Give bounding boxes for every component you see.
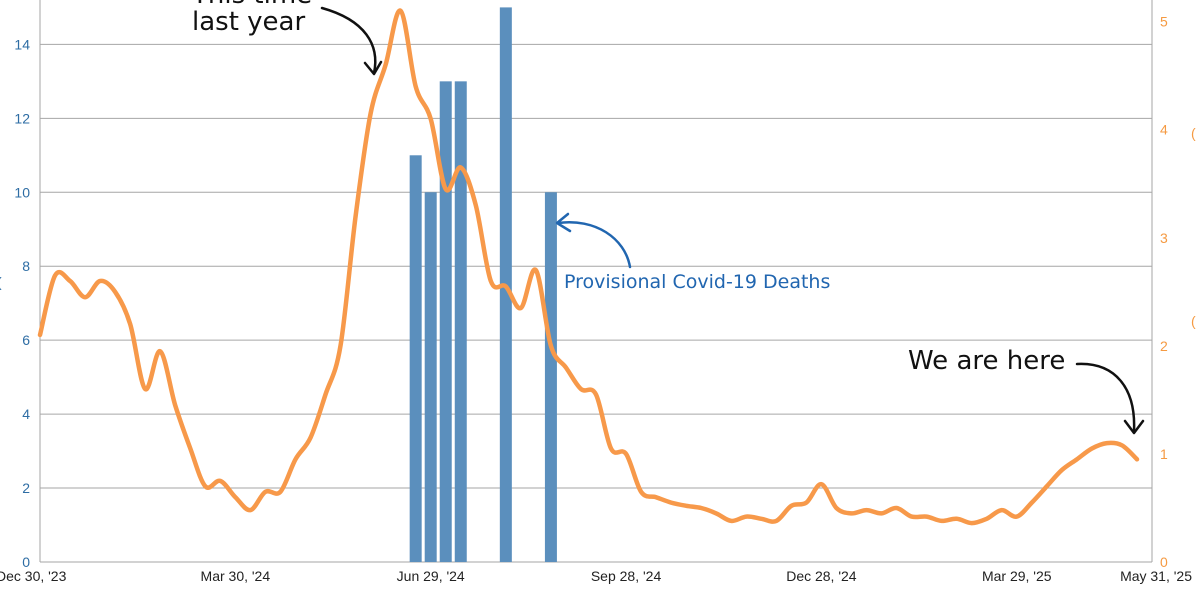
x-tick-label: Sep 28, '24 xyxy=(591,568,662,584)
x-tick-label: May 31, '25 xyxy=(1120,568,1192,584)
bar xyxy=(409,155,422,562)
x-tick-label: Mar 30, '24 xyxy=(201,568,271,584)
y-left-tick-label: 10 xyxy=(14,184,30,200)
left-axis-title-fragment: ( xyxy=(0,274,2,290)
y-right-tick-label: 3 xyxy=(1160,230,1168,246)
line-series xyxy=(37,8,1140,526)
y-right-tick-label: 2 xyxy=(1160,338,1168,354)
annotation-last-year-line2: last year xyxy=(192,7,305,37)
annotation-covid-deaths-arrowhead xyxy=(555,212,572,233)
line-series-path xyxy=(37,8,1140,526)
y-left-tick-label: 2 xyxy=(22,480,30,496)
bar-series xyxy=(409,7,557,563)
annotation-we-are-here-arrow xyxy=(1075,362,1136,433)
y-left-tick-label: 4 xyxy=(22,406,30,422)
y-right-tick-label: 5 xyxy=(1160,14,1168,30)
x-tick-label: Dec 30, '23 xyxy=(0,568,67,584)
right-axis-title-fragment-2: ( xyxy=(1191,313,1196,329)
bar xyxy=(544,192,557,562)
annotation-last-year-arrowhead xyxy=(363,60,383,76)
y-left-tick-label: 8 xyxy=(22,258,30,274)
bar xyxy=(439,81,452,562)
y-left-tick-label: 6 xyxy=(22,332,30,348)
y-right-tick-label: 0 xyxy=(1160,554,1168,570)
y-right-tick-label: 4 xyxy=(1160,122,1168,138)
x-tick-label: Jun 29, '24 xyxy=(397,568,465,584)
y-right-tick-label: 1 xyxy=(1160,446,1168,462)
y-left-tick-label: 14 xyxy=(14,36,30,52)
annotation-last-year-line1: This time xyxy=(191,0,312,10)
bar xyxy=(424,192,437,562)
y-left-tick-label: 12 xyxy=(14,110,30,126)
x-tick-label: Mar 29, '25 xyxy=(982,568,1052,584)
annotation-last-year-arrow xyxy=(320,6,377,75)
annotation-covid-deaths-label: Provisional Covid-19 Deaths xyxy=(564,271,830,293)
annotation-covid-deaths-arrow xyxy=(556,220,632,269)
y-axis-left: 0 2 4 6 8 10 12 14 xyxy=(14,36,30,570)
y-axis-right: 0 1 2 3 4 5 xyxy=(1160,14,1168,570)
annotation-we-are-here-arrowhead xyxy=(1123,419,1145,435)
x-axis: Dec 30, '23 Mar 30, '24 Jun 29, '24 Sep 28,… xyxy=(0,568,1192,584)
x-tick-label: Dec 28, '24 xyxy=(786,568,857,584)
right-axis-title-fragment-1: ( xyxy=(1191,125,1196,141)
y-left-tick-label: 0 xyxy=(22,554,30,570)
annotation-we-are-here: We are here xyxy=(908,346,1065,376)
bar xyxy=(454,81,467,562)
